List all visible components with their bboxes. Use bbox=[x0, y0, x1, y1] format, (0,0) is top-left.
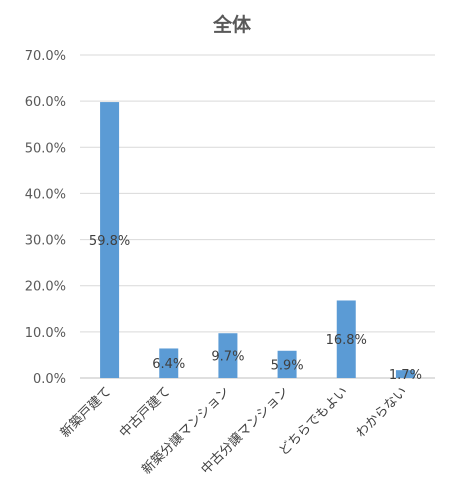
y-tick-label: 0.0% bbox=[33, 372, 66, 387]
bar bbox=[100, 102, 120, 379]
y-tick-label: 60.0% bbox=[25, 95, 66, 110]
bar bbox=[159, 348, 179, 378]
y-tick-label: 20.0% bbox=[25, 280, 66, 295]
y-axis-ticks: 0.0% 10.0% 20.0% 30.0% 40.0% 50.0% 60.0% 70.0% bbox=[25, 49, 66, 387]
bar bbox=[277, 350, 297, 378]
y-tick-label: 30.0% bbox=[25, 234, 66, 249]
y-tick-label: 70.0% bbox=[25, 49, 66, 64]
bars bbox=[100, 102, 415, 379]
x-category-label: わからない bbox=[354, 384, 411, 441]
y-tick-label: 50.0% bbox=[25, 141, 66, 156]
x-category-label: 新築戸建て bbox=[57, 384, 114, 441]
x-category-label: 中古戸建て bbox=[117, 384, 174, 441]
data-labels: 59.8% 6.4% 9.7% 5.9% 16.8% 1.7% bbox=[89, 234, 422, 383]
y-tick-label: 40.0% bbox=[25, 187, 66, 202]
gridlines bbox=[80, 54, 435, 379]
data-label: 1.7% bbox=[389, 368, 422, 383]
data-label: 5.9% bbox=[271, 358, 304, 373]
bar bbox=[218, 333, 238, 378]
data-label: 6.4% bbox=[152, 357, 185, 372]
data-label: 9.7% bbox=[211, 350, 244, 365]
y-tick-label: 10.0% bbox=[25, 326, 66, 341]
data-label: 59.8% bbox=[89, 234, 130, 249]
chart-title: 全体 bbox=[212, 13, 252, 36]
data-label: 16.8% bbox=[326, 333, 367, 348]
bar bbox=[395, 370, 415, 378]
bar bbox=[336, 300, 356, 378]
